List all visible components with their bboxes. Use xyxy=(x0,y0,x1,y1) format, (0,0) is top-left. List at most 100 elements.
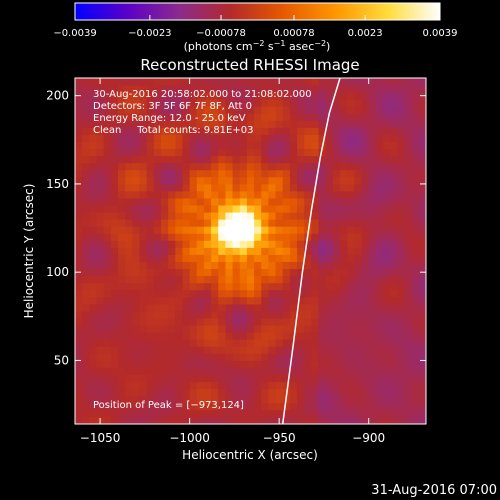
heatmap-cell xyxy=(254,360,262,368)
heatmap-cell xyxy=(168,226,176,234)
heatmap-cell xyxy=(132,261,140,270)
heatmap-cell xyxy=(153,409,162,418)
heatmap-cell xyxy=(318,289,327,298)
heatmap-cell xyxy=(89,247,97,255)
heatmap-cell xyxy=(75,212,83,220)
heatmap-cell xyxy=(332,190,341,199)
heatmap-cell xyxy=(153,219,162,227)
heatmap-cell xyxy=(282,360,291,368)
heatmap-cell xyxy=(125,339,133,347)
heatmap-cell xyxy=(397,127,405,135)
heatmap-cell xyxy=(254,190,262,199)
y-tick-label: 50 xyxy=(54,353,69,367)
heatmap-cell xyxy=(254,303,262,312)
heatmap-cell xyxy=(361,113,370,121)
heatmap-cell xyxy=(189,332,198,340)
heatmap-cell xyxy=(218,311,226,319)
heatmap-cell xyxy=(232,176,241,185)
heatmap-cell xyxy=(397,176,405,185)
heatmap-cell xyxy=(82,169,90,178)
heatmap-cell xyxy=(404,261,413,270)
heatmap-cell xyxy=(125,226,133,234)
heatmap-cell xyxy=(311,374,319,383)
heatmap-cell xyxy=(132,226,140,234)
heatmap-cell xyxy=(411,162,420,171)
heatmap-cell xyxy=(411,261,420,270)
heatmap-cell xyxy=(397,169,405,178)
heatmap-cell xyxy=(411,289,420,298)
heatmap-cell xyxy=(225,233,233,241)
heatmap-cell xyxy=(196,134,205,142)
heatmap-cell xyxy=(261,113,269,121)
heatmap-cell xyxy=(139,113,148,121)
heatmap-cell xyxy=(246,169,255,178)
heatmap-cell xyxy=(304,176,312,185)
heatmap-cell xyxy=(332,141,341,150)
heatmap-cell xyxy=(189,219,198,227)
heatmap-cell xyxy=(125,303,133,312)
heatmap-cell xyxy=(347,261,355,270)
heatmap-cell xyxy=(103,233,112,241)
heatmap-cell xyxy=(189,289,198,298)
heatmap-cell xyxy=(368,360,377,368)
heatmap-cell xyxy=(139,268,148,277)
heatmap-cell xyxy=(375,339,384,347)
heatmap-cell xyxy=(125,275,133,284)
heatmap-cell xyxy=(404,134,413,142)
heatmap-cell xyxy=(89,212,97,220)
heatmap-cell xyxy=(218,360,226,368)
heatmap-cell xyxy=(411,85,420,93)
heatmap-cell xyxy=(282,99,291,107)
heatmap-cell xyxy=(282,353,291,361)
heatmap-cell xyxy=(354,318,362,326)
heatmap-cell xyxy=(160,169,169,178)
heatmap-cell xyxy=(225,127,233,135)
heatmap-cell xyxy=(182,141,191,150)
heatmap-cell xyxy=(246,388,255,397)
heatmap-cell xyxy=(182,381,191,390)
heatmap-cell xyxy=(411,275,420,284)
heatmap-cell xyxy=(261,205,269,213)
heatmap-cell xyxy=(153,346,162,354)
heatmap-cell xyxy=(153,353,162,361)
heatmap-cell xyxy=(340,360,348,368)
heatmap-cell xyxy=(189,275,198,284)
heatmap-cell xyxy=(268,226,276,234)
heatmap-cell xyxy=(232,268,241,277)
heatmap-cell xyxy=(354,141,362,150)
heatmap-cell xyxy=(75,395,83,404)
heatmap-cell xyxy=(404,226,413,234)
heatmap-cell xyxy=(347,205,355,213)
heatmap-cell xyxy=(383,416,391,424)
heatmap-cell xyxy=(211,325,219,333)
heatmap-cell xyxy=(211,332,219,340)
heatmap-cell xyxy=(275,282,284,291)
heatmap-cell xyxy=(132,381,140,390)
heatmap-cell xyxy=(146,219,155,227)
heatmap-cell xyxy=(354,332,362,340)
heatmap-cell xyxy=(203,127,212,135)
heatmap-cell xyxy=(117,120,126,128)
heatmap-cell xyxy=(203,268,212,277)
heatmap-cell xyxy=(239,198,248,206)
heatmap-cell xyxy=(232,275,241,284)
heatmap-cell xyxy=(282,120,291,128)
heatmap-cell xyxy=(225,360,233,368)
heatmap-cell xyxy=(375,374,384,383)
heatmap-cell xyxy=(110,275,119,284)
heatmap-cell xyxy=(225,247,233,255)
heatmap-cell xyxy=(325,99,334,107)
heatmap-cell xyxy=(182,416,191,424)
heatmap-cell xyxy=(160,190,169,199)
heatmap-cell xyxy=(411,388,420,397)
heatmap-cell xyxy=(383,99,391,107)
heatmap-cell xyxy=(361,325,370,333)
heatmap-cell xyxy=(347,360,355,368)
heatmap-cell xyxy=(125,332,133,340)
heatmap-cell xyxy=(390,325,398,333)
heatmap-cell xyxy=(297,78,305,86)
heatmap-cell xyxy=(203,367,212,375)
heatmap-cell xyxy=(282,198,291,206)
heatmap-cell xyxy=(318,78,327,86)
heatmap-cell xyxy=(225,99,233,107)
